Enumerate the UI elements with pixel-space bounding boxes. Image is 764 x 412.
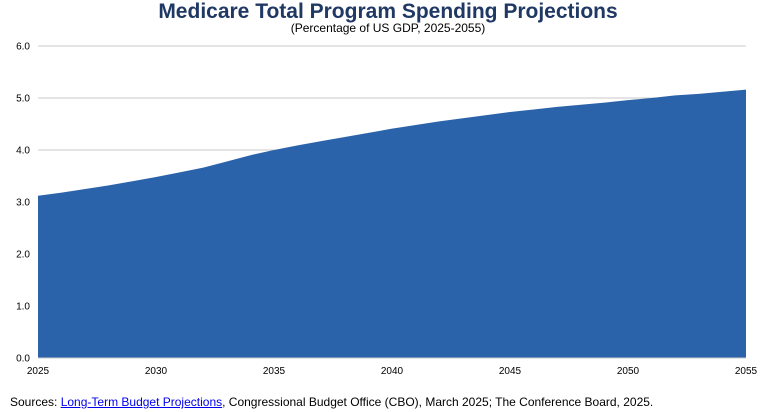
y-tick-label: 0.0 (16, 354, 30, 365)
y-tick-label: 6.0 (16, 42, 30, 53)
y-tick-label: 1.0 (16, 302, 30, 313)
x-axis-ticks: 2025 2030 2035 2040 2045 2050 2055 (27, 366, 758, 377)
y-axis-ticks: 0.0 1.0 2.0 3.0 4.0 5.0 6.0 (16, 42, 30, 365)
chart-title: Medicare Total Program Spending Projecti… (158, 0, 618, 23)
y-tick-label: 5.0 (16, 94, 30, 105)
y-tick-label: 4.0 (16, 146, 30, 157)
y-tick-label: 2.0 (16, 250, 30, 261)
sources-prefix: Sources: (10, 395, 61, 409)
chart-plot: 0.01.02.03.04.05.06.0 2025 2030 2035 2040 20… (16, 42, 758, 378)
x-tick-label: 2055 (735, 366, 758, 377)
x-tick-label: 2050 (617, 366, 640, 377)
area-series (38, 89, 746, 359)
sources-footer: Sources: Long-Term Budget Projections, C… (10, 395, 653, 410)
x-tick-label: 2025 (27, 366, 50, 377)
sources-suffix: , Congressional Budget Office (CBO), Mar… (222, 395, 654, 409)
x-tick-label: 2030 (145, 366, 168, 377)
chart-subtitle: (Percentage of US GDP, 2025-2055) (290, 21, 486, 35)
x-tick-label: 2040 (381, 366, 404, 377)
x-tick-label: 2045 (499, 366, 522, 377)
long-term-budget-projections-link[interactable]: Long-Term Budget Projections (60, 395, 223, 409)
y-tick-label: 3.0 (16, 198, 30, 209)
x-tick-label: 2035 (263, 366, 286, 377)
